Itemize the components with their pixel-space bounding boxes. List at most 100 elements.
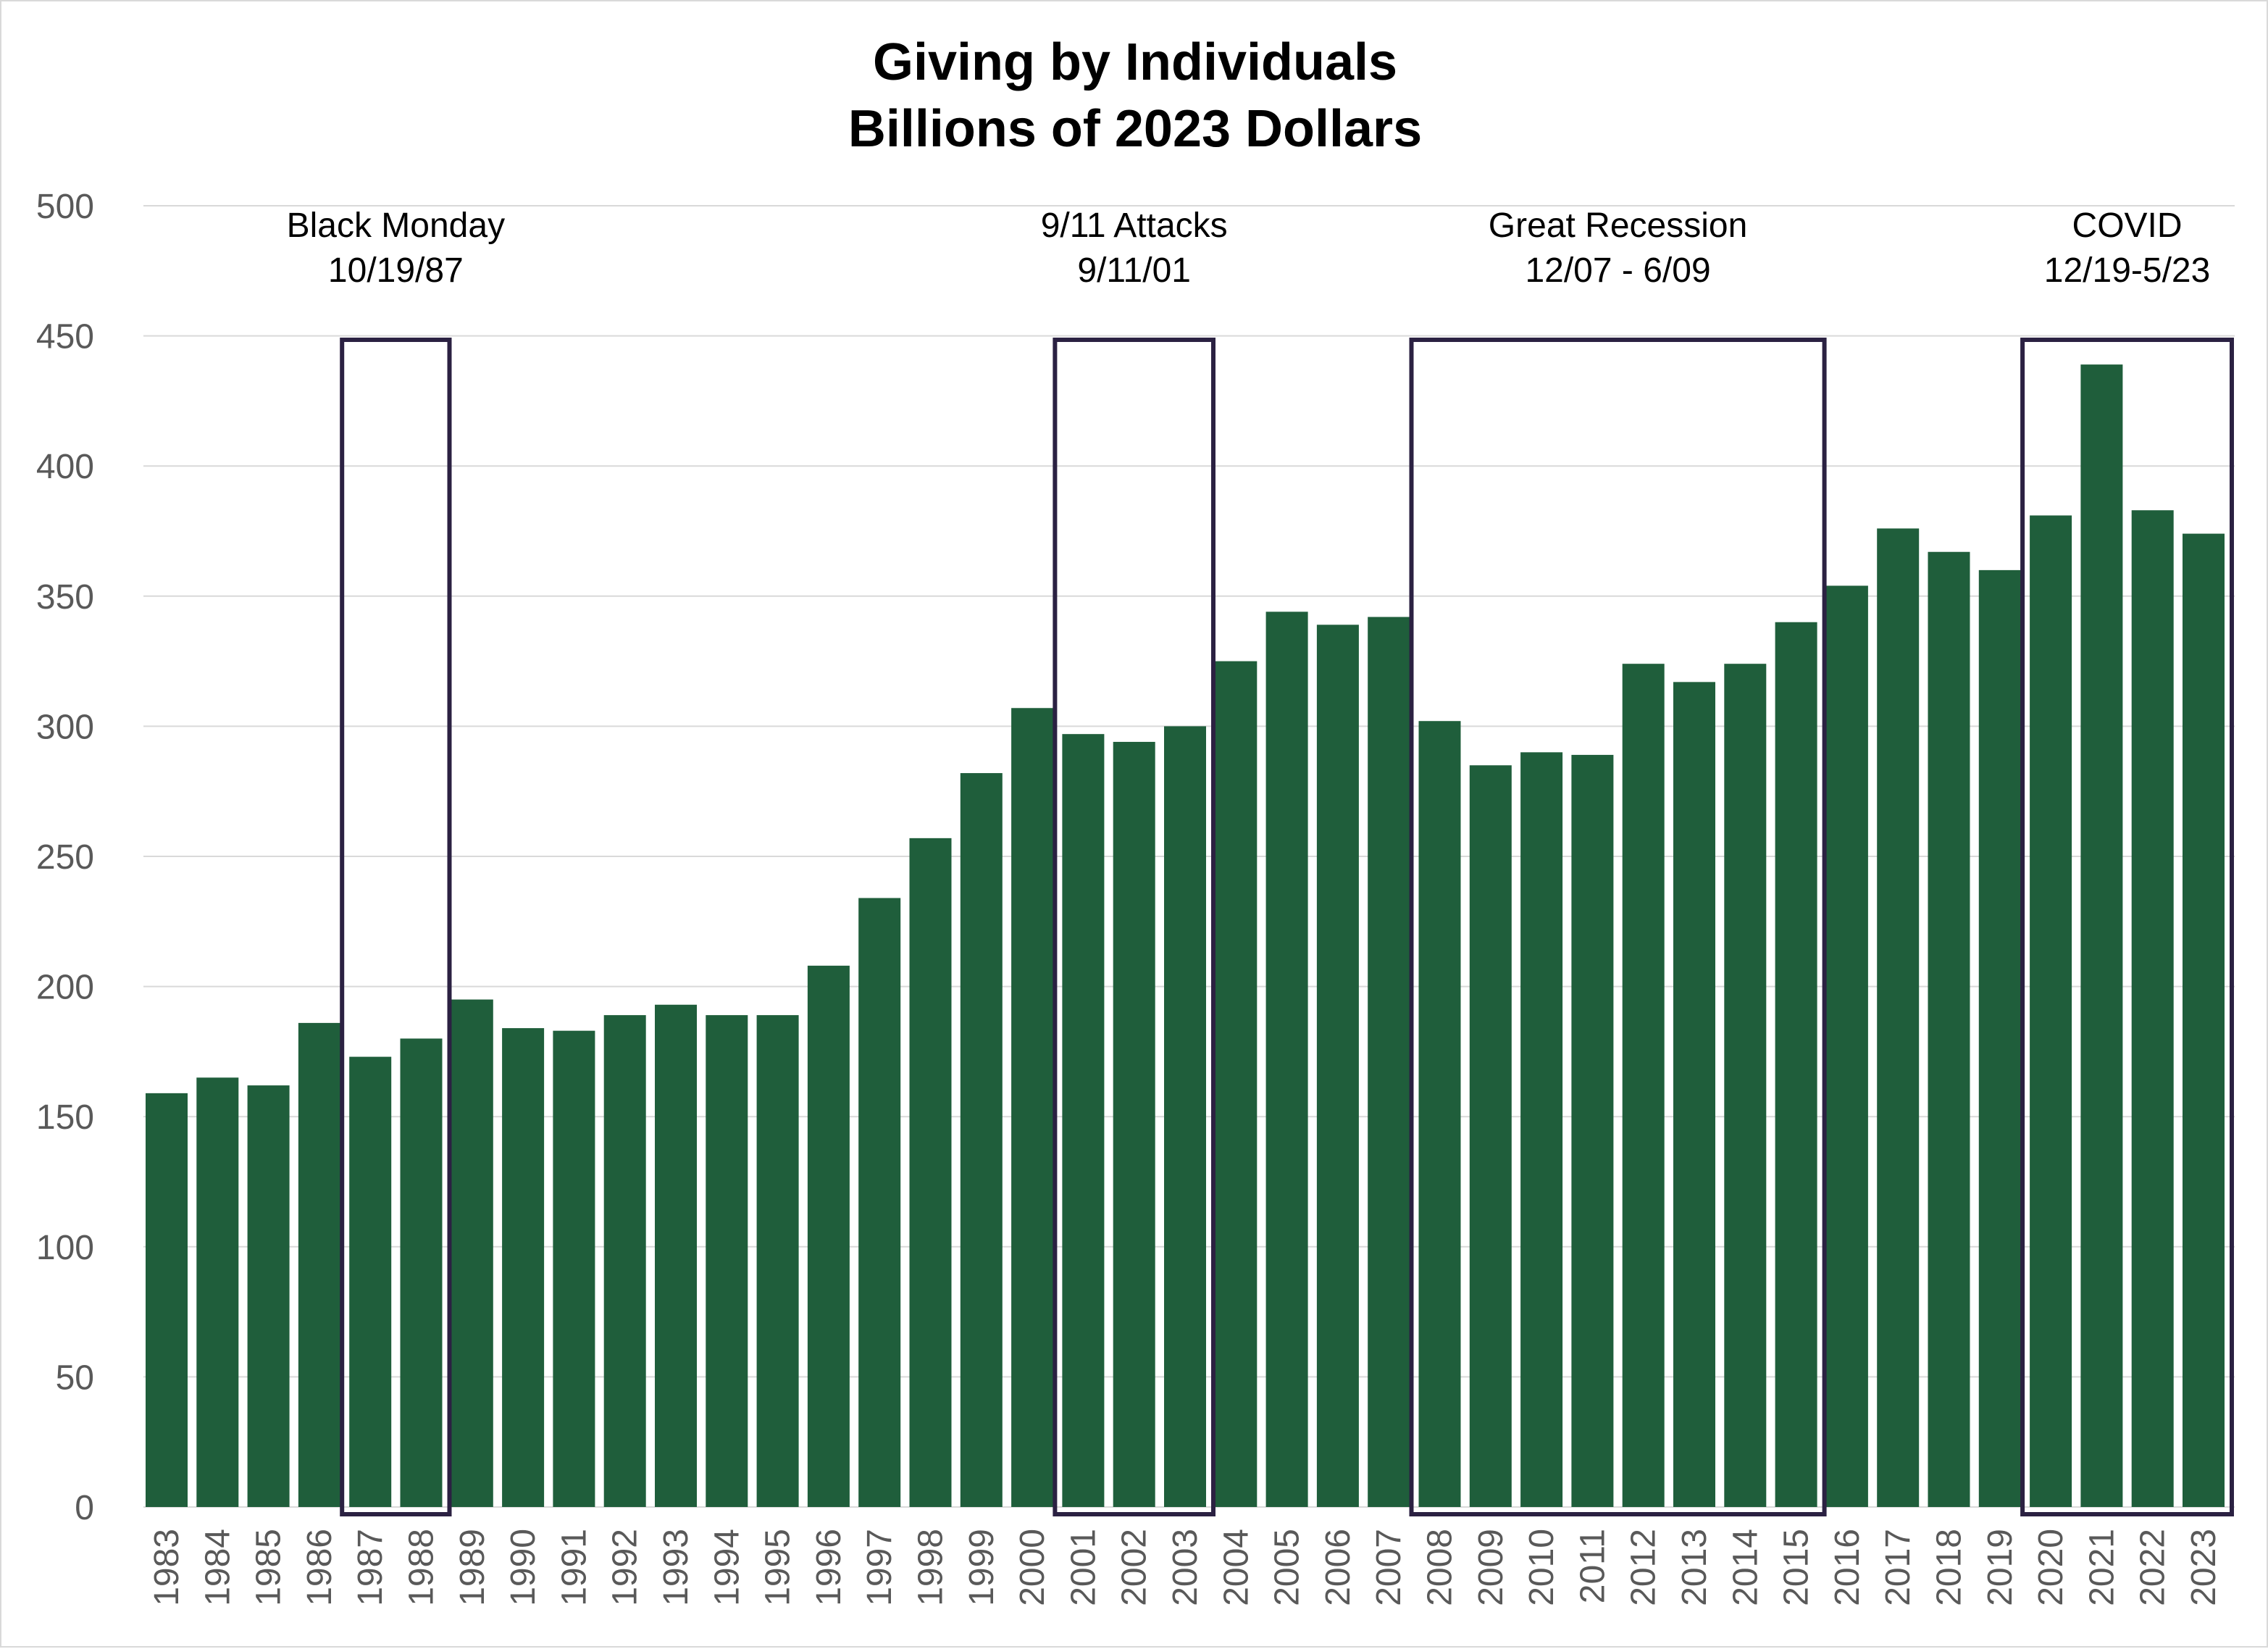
bar-1998 (909, 838, 952, 1507)
event-label: Great Recession (1489, 206, 1748, 245)
x-axis-ticks: 1983 1984 1985 1986 1987 1988 1989 1990 1991 1992… (148, 1529, 2223, 1606)
bar-1989 (451, 999, 493, 1507)
x-tick-label: 2014 (1726, 1529, 1765, 1606)
event-box-1 (340, 338, 452, 1516)
bar-2021 (2080, 364, 2123, 1507)
x-tick-label: 2005 (1268, 1529, 1307, 1606)
bar-2023 (2183, 533, 2225, 1507)
bars (146, 364, 2225, 1508)
chart-title-line-1: Giving by Individuals (873, 33, 1397, 91)
x-tick-label: 2003 (1166, 1529, 1205, 1606)
y-tick-label: 100 (36, 1229, 94, 1267)
x-tick-label: 2023 (2185, 1529, 2223, 1606)
x-tick-label: 1986 (301, 1529, 339, 1606)
bar-1992 (603, 1015, 646, 1507)
chart-title: Giving by Individuals Billions of 2023 D… (848, 33, 1422, 158)
x-tick-label: 1991 (555, 1529, 593, 1606)
x-tick-label: 1996 (810, 1529, 848, 1606)
x-tick-label: 1998 (912, 1529, 950, 1606)
x-tick-label: 2000 (1013, 1529, 1052, 1606)
event-label: Black Monday (287, 206, 505, 245)
bar-1983 (146, 1093, 188, 1507)
bar-2013 (1673, 682, 1715, 1508)
event-label: 9/11 Attacks (1041, 206, 1228, 245)
bar-1984 (196, 1077, 239, 1507)
x-tick-label: 2012 (1625, 1529, 1663, 1606)
x-tick-label: 2009 (1472, 1529, 1510, 1606)
x-tick-label: 2004 (1217, 1529, 1255, 1606)
bar-2015 (1775, 622, 1817, 1507)
bar-2006 (1316, 625, 1359, 1507)
x-tick-label: 2019 (1981, 1529, 2020, 1606)
x-tick-label: 1983 (148, 1529, 186, 1606)
event-box-2 (1053, 338, 1216, 1516)
bar-1991 (553, 1030, 595, 1507)
y-tick-label: 300 (36, 708, 94, 746)
x-tick-label: 2008 (1421, 1529, 1460, 1606)
chart-title-line-2: Billions of 2023 Dollars (848, 100, 1422, 158)
bar-1990 (502, 1028, 545, 1507)
y-axis-ticks: 0 50 100 150 200 250 300 350 400 450 500 (36, 188, 94, 1527)
x-tick-label: 1999 (963, 1529, 1001, 1606)
y-tick-label: 200 (36, 969, 94, 1007)
x-tick-label: 1990 (504, 1529, 543, 1606)
x-tick-label: 2013 (1675, 1529, 1714, 1606)
y-tick-label: 50 (56, 1358, 94, 1397)
bar-2019 (1978, 569, 2021, 1507)
bar-2001 (1062, 734, 1105, 1507)
bar-2016 (1825, 585, 1868, 1507)
bar-1999 (960, 773, 1003, 1507)
x-tick-label: 2016 (1828, 1529, 1867, 1606)
bar-2010 (1520, 752, 1563, 1507)
event-box-4 (2020, 338, 2235, 1516)
event-label: 10/19/87 (328, 251, 464, 290)
y-tick-label: 500 (36, 188, 94, 226)
x-tick-label: 2015 (1778, 1529, 1816, 1606)
bar-1988 (400, 1038, 443, 1507)
bar-1987 (349, 1056, 392, 1507)
x-tick-label: 2010 (1523, 1529, 1561, 1606)
x-tick-label: 2018 (1930, 1529, 1969, 1606)
bar-2022 (2131, 510, 2174, 1508)
x-tick-label: 1987 (351, 1529, 390, 1606)
x-tick-label: 2001 (1064, 1529, 1102, 1606)
bar-1995 (756, 1015, 799, 1507)
bar-2012 (1622, 664, 1665, 1507)
event-label: 12/19-5/23 (2044, 251, 2211, 290)
x-tick-label: 2022 (2134, 1529, 2172, 1606)
x-tick-label: 2017 (1879, 1529, 1917, 1606)
y-tick-label: 150 (36, 1098, 94, 1137)
bar-2003 (1164, 726, 1206, 1507)
bar-2009 (1469, 765, 1512, 1507)
y-tick-label: 450 (36, 318, 94, 356)
x-tick-label: 2006 (1319, 1529, 1357, 1606)
x-tick-label: 2002 (1116, 1529, 1154, 1606)
x-tick-label: 2011 (1573, 1529, 1612, 1603)
bar-1994 (706, 1015, 748, 1507)
y-tick-label: 350 (36, 578, 94, 617)
event-box-3 (1409, 338, 1827, 1516)
bar-2011 (1571, 754, 1614, 1507)
x-tick-label: 1989 (453, 1529, 492, 1606)
x-tick-label: 2007 (1370, 1529, 1408, 1606)
x-tick-label: 2021 (2083, 1529, 2121, 1606)
event-label: COVID (2072, 206, 2183, 245)
x-tick-label: 1995 (759, 1529, 798, 1606)
x-tick-label: 2020 (2032, 1529, 2070, 1606)
event-label: 9/11/01 (1077, 251, 1191, 290)
bar-1997 (858, 898, 901, 1507)
bar-2004 (1215, 661, 1258, 1507)
x-tick-label: 1984 (198, 1529, 237, 1606)
x-tick-label: 1997 (861, 1529, 899, 1606)
x-tick-label: 1994 (708, 1529, 746, 1606)
x-tick-label: 1988 (403, 1529, 441, 1606)
y-tick-label: 250 (36, 838, 94, 877)
bar-2008 (1418, 721, 1461, 1507)
bar-1985 (247, 1085, 290, 1507)
event-boxes (340, 338, 2235, 1516)
bar-2018 (1928, 551, 1970, 1507)
bar-1986 (298, 1022, 340, 1507)
x-tick-label: 1985 (250, 1529, 288, 1606)
